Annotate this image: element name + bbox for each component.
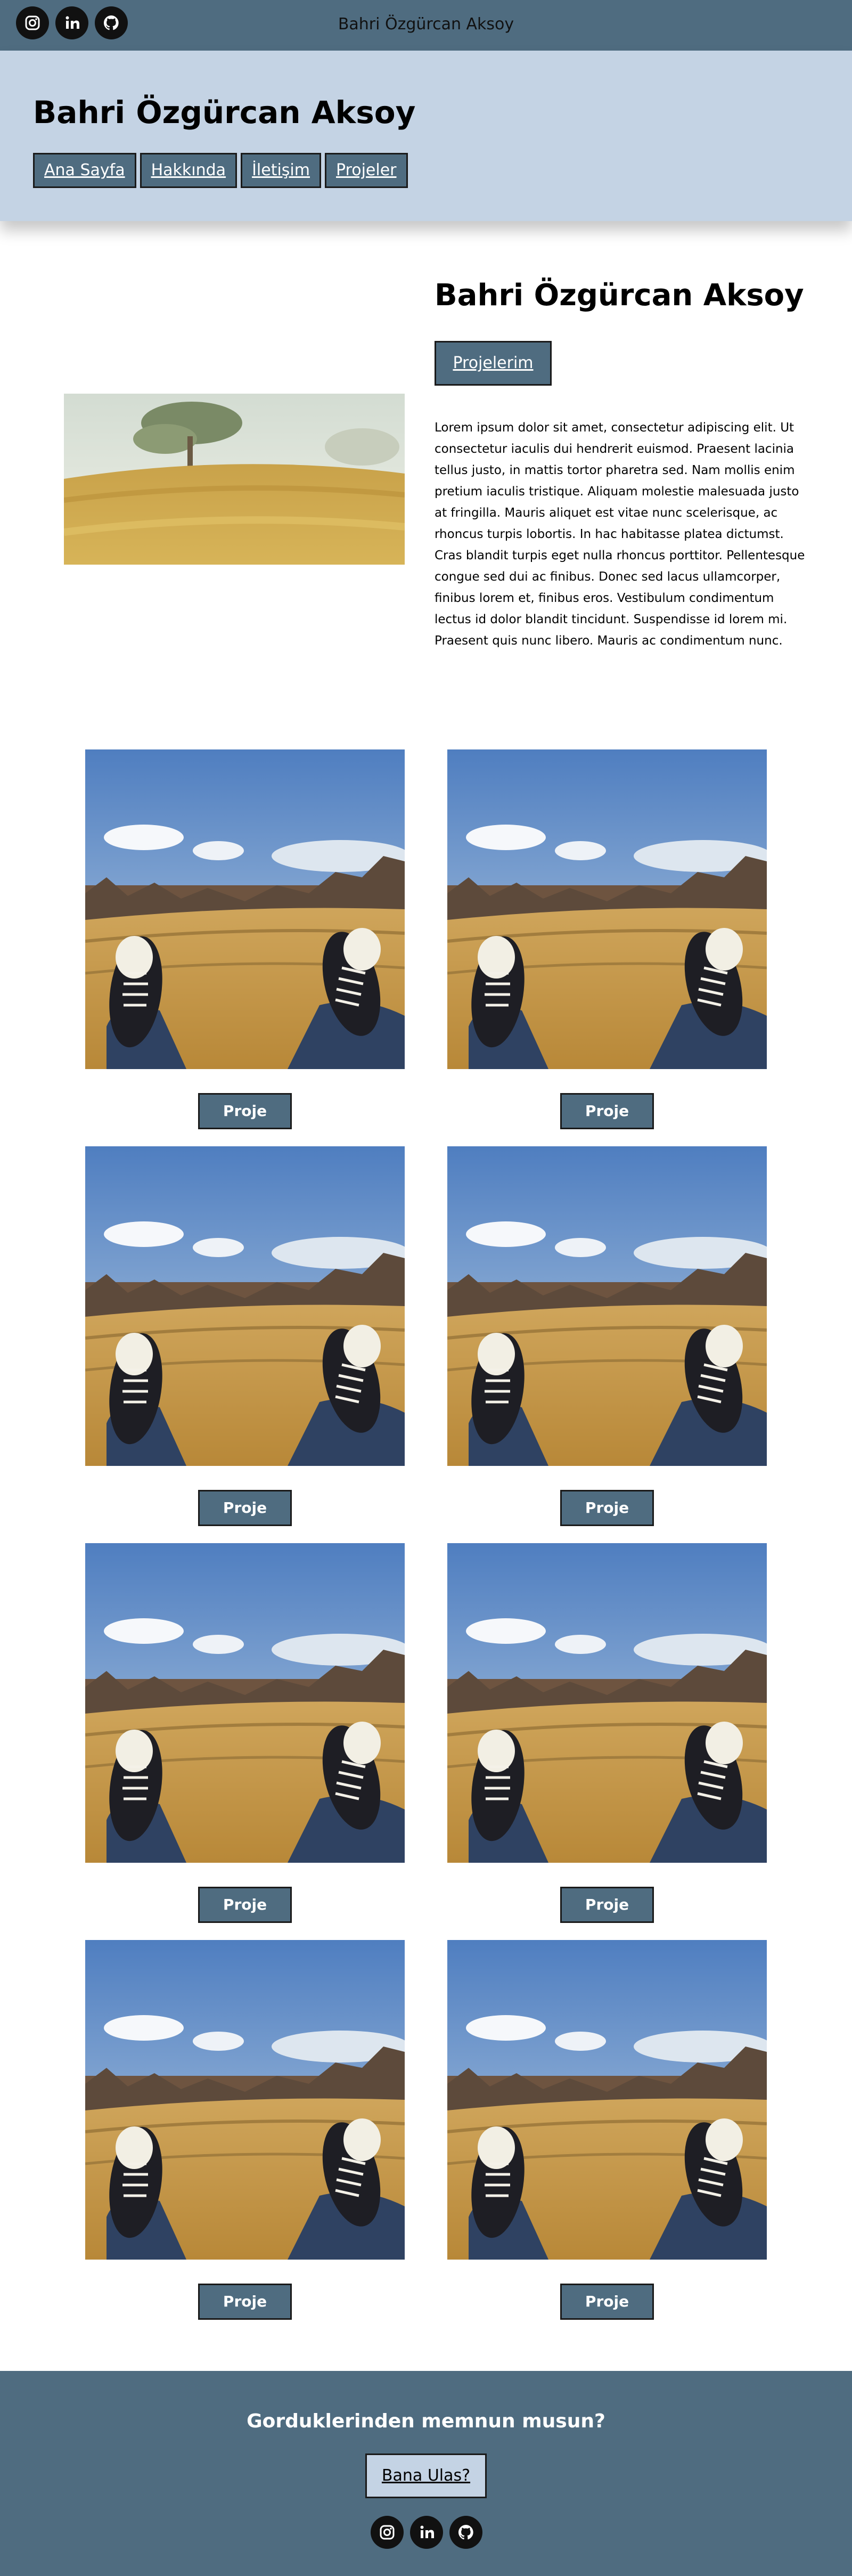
hero-title: Bahri Özgürcan Aksoy	[435, 278, 804, 313]
top-bar: Bahri Özgürcan Aksoy	[0, 0, 852, 51]
instagram-icon[interactable]	[371, 2516, 404, 2549]
projects-button[interactable]: Projelerim	[435, 341, 552, 386]
linkedin-icon[interactable]	[410, 2516, 443, 2549]
nav-iletisim[interactable]: İletişim	[241, 153, 321, 188]
hero-image	[64, 394, 405, 565]
project-button[interactable]: Proje	[560, 2284, 654, 2320]
project-button[interactable]: Proje	[198, 1093, 292, 1129]
main-nav: Ana Sayfa Hakkında İletişim Projeler	[33, 153, 408, 188]
footer-social-links	[371, 2516, 482, 2549]
header-name: Bahri Özgürcan Aksoy	[33, 94, 416, 131]
project-button[interactable]: Proje	[560, 1887, 654, 1923]
project-image	[85, 749, 405, 1069]
project-image	[447, 1146, 767, 1466]
page-footer: Gorduklerinden memnun musun? Bana Ulas?	[0, 2371, 852, 2576]
project-image	[447, 1940, 767, 2260]
contact-button[interactable]: Bana Ulas?	[365, 2453, 487, 2498]
nav-projeler[interactable]: Projeler	[325, 153, 408, 188]
page-header: Bahri Özgürcan Aksoy Ana Sayfa Hakkında …	[0, 51, 852, 221]
social-links	[16, 6, 128, 39]
hero-description: Lorem ipsum dolor sit amet, consectetur …	[435, 421, 805, 648]
nav-hakkinda[interactable]: Hakkında	[140, 153, 237, 188]
project-image	[447, 749, 767, 1069]
project-image	[85, 1543, 405, 1863]
github-icon[interactable]	[449, 2516, 482, 2549]
project-button[interactable]: Proje	[560, 1490, 654, 1526]
project-image	[85, 1146, 405, 1466]
linkedin-icon[interactable]	[55, 6, 88, 39]
instagram-icon[interactable]	[16, 6, 49, 39]
github-icon[interactable]	[95, 6, 128, 39]
site-title: Bahri Özgürcan Aksoy	[338, 15, 514, 34]
nav-ana-sayfa[interactable]: Ana Sayfa	[33, 153, 136, 188]
project-button[interactable]: Proje	[198, 1490, 292, 1526]
project-image	[447, 1543, 767, 1863]
footer-question: Gorduklerinden memnun musun?	[247, 2410, 605, 2432]
project-button[interactable]: Proje	[198, 2284, 292, 2320]
project-button[interactable]: Proje	[198, 1887, 292, 1923]
project-button[interactable]: Proje	[560, 1093, 654, 1129]
project-image	[85, 1940, 405, 2260]
